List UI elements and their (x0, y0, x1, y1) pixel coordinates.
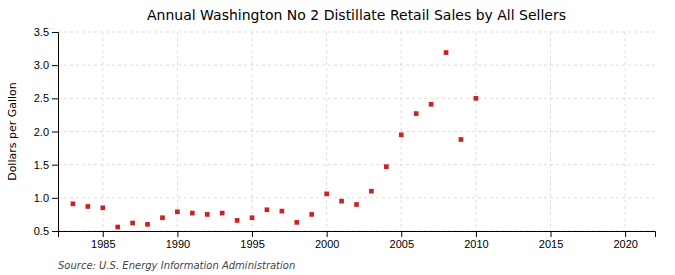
point (250, 215, 255, 220)
tick-label: 3.0 (34, 59, 49, 71)
point (86, 204, 91, 209)
points (71, 50, 479, 229)
point (220, 211, 225, 216)
tick-mark (401, 231, 402, 237)
point (414, 111, 419, 116)
tick: 1985 (91, 231, 115, 250)
tick-label: 2.0 (34, 126, 49, 138)
tick: 2005 (390, 231, 414, 250)
annotation: Source: U.S. Energy Information Administ… (58, 260, 295, 271)
tick: 3.5 (34, 26, 58, 38)
point (115, 225, 120, 230)
tick-label: 1.5 (34, 159, 49, 171)
tick-mark (52, 198, 58, 199)
grid-line (58, 65, 655, 66)
point (71, 201, 76, 206)
grid-line (326, 32, 327, 231)
tick-label: 2010 (464, 238, 488, 250)
y-axis-label: Dollars per Gallon (6, 82, 19, 181)
point (459, 137, 464, 142)
tick: 2015 (539, 231, 563, 250)
point (339, 199, 344, 204)
tick-mark (52, 65, 58, 66)
tick-mark (177, 231, 178, 237)
tick-label: 2005 (390, 238, 414, 250)
title: Annual Washington No 2 Distillate Retail… (147, 7, 566, 23)
point (280, 209, 285, 214)
point (100, 205, 105, 210)
point (474, 96, 479, 101)
tick-label: 1.0 (34, 192, 49, 204)
tick-mark (551, 231, 552, 237)
tick-label: 1995 (240, 238, 264, 250)
tick-mark (252, 231, 253, 237)
axis-line (59, 232, 656, 238)
grid-line (58, 98, 655, 99)
grid-line (58, 164, 655, 165)
point (265, 207, 270, 212)
grid-line (58, 32, 655, 33)
tick-mark (52, 98, 58, 99)
point (145, 222, 150, 227)
point (175, 209, 180, 214)
tick-mark (52, 32, 58, 33)
tick-label: 0.5 (34, 225, 49, 237)
point (384, 164, 389, 169)
tick: 2010 (464, 231, 488, 250)
tick-mark (52, 165, 58, 166)
point (444, 50, 449, 55)
tick: 1.0 (34, 192, 58, 204)
tick-mark (52, 132, 58, 133)
point (190, 211, 195, 216)
point (130, 221, 135, 226)
tick: 3.0 (34, 59, 58, 71)
grid-line (475, 32, 476, 231)
tick-mark (103, 231, 104, 237)
tick: 1990 (166, 231, 190, 250)
point (294, 220, 299, 225)
point (324, 192, 329, 197)
tick-label: 2.5 (34, 92, 49, 104)
tick: 2020 (613, 231, 637, 250)
tick-mark (476, 231, 477, 237)
tick-mark (52, 231, 58, 232)
y-axis: 0.5 1.0 1.5 2.0 2.5 3.0 3.5 (34, 26, 59, 237)
point (160, 215, 165, 220)
x-axis: 1985 1990 1995 2000 2005 2010 2015 2020 (59, 231, 656, 250)
tick: 2000 (315, 231, 339, 250)
tick-label: 1990 (166, 238, 190, 250)
tick-label: 2015 (539, 238, 563, 250)
point (429, 102, 434, 107)
tick-label: 3.5 (34, 26, 49, 38)
chart: 1985 1990 1995 2000 2005 2010 2015 2020 0.5 1.0 1.… (0, 0, 675, 275)
grid-line (58, 197, 655, 198)
point (205, 212, 210, 217)
tick-mark (327, 231, 328, 237)
tick: 2.5 (34, 92, 58, 104)
grid-line (58, 131, 655, 132)
grid (58, 32, 655, 231)
tick: 2.0 (34, 126, 58, 138)
tick-mark (625, 231, 626, 237)
grid-line (177, 32, 178, 231)
tick-label: 2020 (613, 238, 637, 250)
plot: 1985 1990 1995 2000 2005 2010 2015 2020 0.5 1.0 1.… (34, 26, 656, 250)
tick: 0.5 (34, 225, 58, 237)
point (235, 218, 240, 223)
point (354, 202, 359, 207)
point (309, 212, 314, 217)
point (399, 132, 404, 137)
tick: 1995 (240, 231, 264, 250)
tick-label: 2000 (315, 238, 339, 250)
axis-line (52, 33, 59, 232)
tick: 1.5 (34, 159, 58, 171)
tick-label: 1985 (91, 238, 115, 250)
point (369, 189, 374, 194)
